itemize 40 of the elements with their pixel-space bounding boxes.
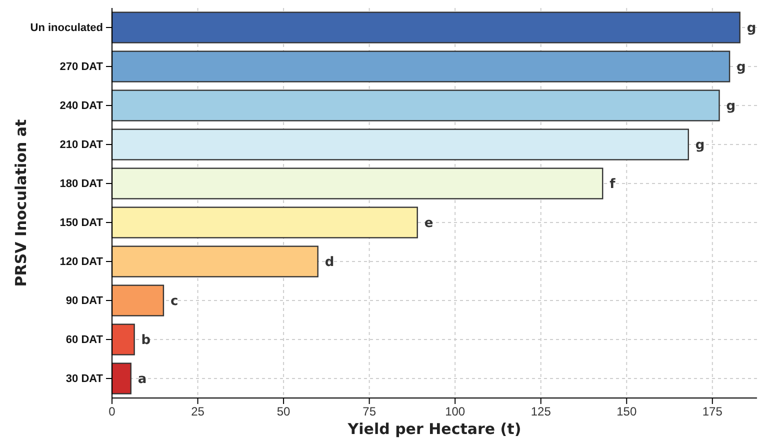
bar: [111, 246, 318, 278]
data-label: g: [746, 21, 756, 36]
data-label: d: [324, 255, 334, 270]
y-tick-label: 270 DAT: [60, 61, 104, 74]
x-tick-label: 100: [445, 404, 466, 419]
data-label: g: [736, 60, 746, 76]
x-tick-label: 50: [276, 404, 291, 419]
x-tick-label: 175: [702, 404, 723, 419]
x-tick-label: 75: [362, 404, 376, 419]
y-tick-label: 30 DAT: [66, 373, 104, 386]
data-label: f: [610, 177, 616, 192]
y-tick-label: 180 DAT: [60, 178, 104, 190]
bar: [111, 362, 132, 394]
x-tick-label: 25: [191, 404, 205, 419]
y-tick-label: 90 DAT: [66, 295, 104, 308]
data-label: e: [424, 216, 434, 232]
x-axis-title: Yield per Hectare (t): [346, 420, 522, 438]
bar: [111, 12, 740, 44]
bar: [111, 206, 418, 238]
y-tick-label: 210 DAT: [60, 139, 104, 152]
bar: [111, 324, 135, 356]
data-label: c: [170, 294, 178, 310]
bar: [111, 50, 730, 82]
y-tick-label: 60 DAT: [66, 334, 104, 346]
x-tick-label: 125: [530, 404, 552, 419]
data-label: g: [695, 138, 705, 154]
bar: [111, 128, 689, 160]
y-tick-label: 150 DAT: [60, 217, 104, 230]
y-tick-label: 240 DAT: [60, 100, 104, 112]
bar: [111, 284, 164, 316]
data-label: b: [141, 333, 151, 348]
bar: [111, 168, 604, 200]
y-tick-label: Un inoculated: [30, 22, 103, 34]
y-axis-title: PRSV Inoculation at: [12, 119, 30, 287]
bar: [111, 90, 720, 122]
x-tick-label: 0: [108, 404, 116, 419]
x-tick-label: 150: [616, 404, 637, 419]
y-tick-label: 120 DAT: [60, 256, 104, 268]
data-label: g: [726, 99, 736, 114]
data-label: a: [138, 372, 147, 388]
